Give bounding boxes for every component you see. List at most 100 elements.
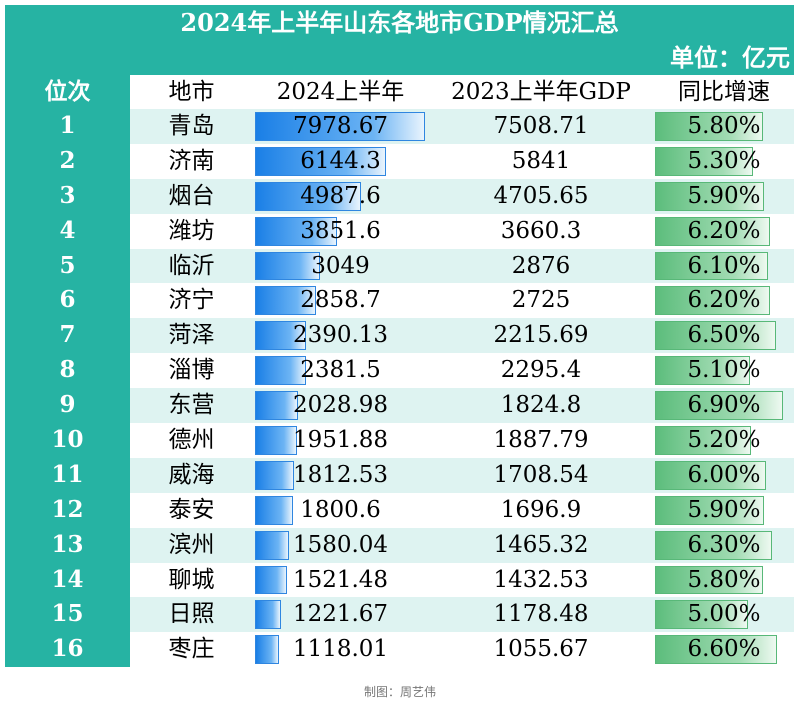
table-row: 11 威海 1812.53 1708.54 6.00%	[5, 457, 794, 493]
gdp-2024-bar	[255, 321, 306, 351]
cell-text: 3660.3	[500, 217, 582, 244]
growth-bar	[655, 146, 754, 176]
cell-text: 1	[59, 112, 76, 139]
gdp-2024-cell: 4987.6	[253, 178, 428, 214]
table-row: 4 潍坊 3851.6 3660.3 6.20%	[5, 213, 794, 249]
gdp-2024-bar	[255, 286, 316, 316]
cell-text: 1178.48	[493, 601, 589, 628]
cell-text: 12	[51, 495, 84, 523]
gdp-2023-cell: 5841	[428, 143, 654, 179]
gdp-2023-cell: 1824.8	[428, 388, 654, 424]
cell-text: 4987.6	[300, 182, 381, 209]
table-body: 1 青岛 7978.67 7508.71 5.80% 2 济南 6144.3 5841 5.30%…	[5, 109, 794, 668]
cell-text: 1055.67	[493, 636, 589, 663]
table-row: 5 临沂 3049 2876 6.10%	[5, 248, 794, 284]
cell-text: 1696.9	[500, 496, 582, 523]
cell-text: 2215.69	[493, 322, 589, 349]
cell-text: 2725	[511, 287, 571, 314]
cell-text: 3049	[311, 252, 370, 279]
growth-cell: 6.30%	[654, 527, 794, 563]
cell-text: 5.80%	[687, 566, 761, 593]
gdp-2024-cell: 3851.6	[253, 213, 428, 249]
growth-bar	[655, 251, 769, 281]
growth-bar	[655, 356, 750, 386]
cell-text: 11	[51, 460, 84, 488]
growth-cell: 6.20%	[654, 213, 794, 249]
growth-cell: 6.90%	[654, 388, 794, 424]
table-row: 2 济南 6144.3 5841 5.30%	[5, 143, 794, 179]
gdp-2024-cell: 7978.67	[253, 109, 428, 144]
cell-text: 威海	[168, 461, 215, 488]
cell-text: 10	[51, 426, 84, 454]
table-title: 2024年上半年山东各地市GDP情况汇总	[5, 5, 794, 41]
gdp-2024-cell: 1521.48	[253, 562, 428, 598]
cell-text: 7978.67	[292, 113, 389, 139]
growth-cell: 5.90%	[654, 492, 794, 528]
growth-bar	[655, 286, 770, 316]
growth-cell: 6.50%	[654, 318, 794, 354]
growth-cell: 6.00%	[654, 457, 794, 493]
growth-bar	[655, 495, 765, 525]
growth-cell: 6.10%	[654, 248, 794, 284]
gdp-2024-bar	[255, 495, 294, 525]
table-row: 1 青岛 7978.67 7508.71 5.80%	[5, 109, 794, 144]
city-cell: 东营	[130, 388, 253, 424]
cell-text: 日照	[168, 601, 215, 628]
unit-label: 单位：亿元	[5, 41, 794, 75]
gdp-2024-bar	[255, 391, 299, 421]
city-cell: 菏泽	[130, 318, 253, 354]
growth-bar	[655, 460, 767, 490]
city-cell: 临沂	[130, 248, 253, 284]
gdp-2023-cell: 1887.79	[428, 423, 654, 458]
cell-text: 6.20%	[687, 287, 761, 314]
table-row: 6 济宁 2858.7 2725 6.20%	[5, 283, 794, 319]
cell-text: 1432.53	[493, 566, 589, 593]
growth-bar	[655, 321, 776, 351]
cell-text: 6.50%	[687, 322, 761, 349]
gdp-2023-cell: 2215.69	[428, 318, 654, 354]
cell-text: 6.90%	[687, 392, 761, 419]
header-gdp-2023: 2023上半年GDP	[428, 75, 654, 109]
header-gdp-2024: 2024上半年GDP	[253, 75, 428, 139]
cell-text: 5.80%	[687, 113, 761, 139]
gdp-2024-cell: 1221.67	[253, 597, 428, 633]
cell-text: 5	[59, 251, 76, 279]
city-cell: 济南	[130, 143, 253, 179]
growth-bar	[655, 530, 772, 560]
gdp-2023-cell: 1178.48	[428, 597, 654, 633]
cell-text: 1708.54	[493, 461, 589, 488]
growth-bar	[655, 181, 765, 211]
cell-text: 淄博	[168, 357, 215, 384]
gdp-2024-bar	[255, 635, 279, 665]
header-city: 地市	[130, 75, 253, 109]
rank-cell: 13	[5, 527, 130, 563]
cell-text: 3	[59, 181, 76, 209]
gdp-2024-bar	[255, 251, 320, 281]
cell-text: 5.20%	[687, 427, 761, 454]
cell-text: 泰安	[168, 496, 215, 523]
table-row: 12 泰安 1800.6 1696.9 5.90%	[5, 492, 794, 528]
growth-bar	[655, 565, 763, 595]
gdp-2023-cell: 4705.65	[428, 178, 654, 214]
city-cell: 济宁	[130, 283, 253, 319]
cell-text: 2876	[511, 252, 571, 279]
cell-text: 3851.6	[300, 217, 381, 244]
growth-cell: 6.60%	[654, 632, 794, 668]
growth-cell: 5.20%	[654, 423, 794, 458]
rank-cell: 3	[5, 178, 130, 214]
cell-text: 滨州	[168, 531, 215, 558]
cell-text: 2381.5	[300, 357, 381, 384]
cell-text: 济宁	[168, 287, 215, 314]
cell-text: 4705.65	[493, 182, 589, 209]
cell-text: 临沂	[168, 252, 215, 279]
gdp-table: 2024年上半年山东各地市GDP情况汇总 单位：亿元 位次 地市 2024上半年…	[5, 5, 794, 668]
gdp-2024-bar	[255, 530, 289, 560]
gdp-2024-bar	[255, 565, 288, 595]
gdp-2023-cell: 2295.4	[428, 353, 654, 389]
gdp-2023-cell: 1465.32	[428, 527, 654, 563]
growth-cell: 5.30%	[654, 143, 794, 179]
city-cell: 威海	[130, 457, 253, 493]
growth-bar	[655, 216, 770, 246]
gdp-2024-bar	[255, 112, 425, 141]
credit-text: 制图：周艺伟	[363, 685, 436, 699]
